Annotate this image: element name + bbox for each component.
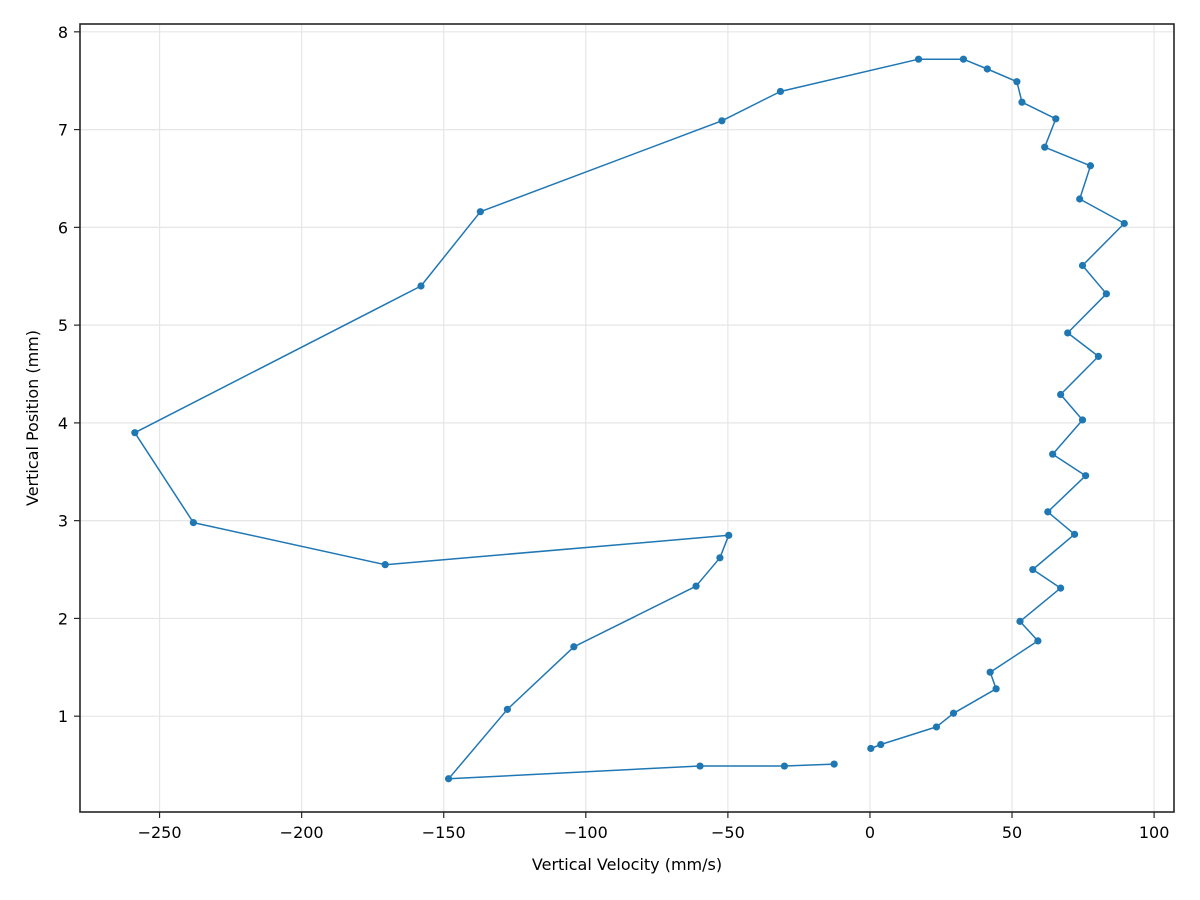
- y-tick-label: 2: [58, 609, 68, 628]
- data-series: [131, 55, 1128, 783]
- data-point-marker: [692, 582, 700, 590]
- data-point-marker: [1070, 530, 1079, 538]
- y-tick-label: 8: [58, 23, 68, 42]
- data-point-marker: [503, 705, 511, 713]
- data-point-marker: [983, 65, 991, 73]
- y-tick-label: 3: [58, 512, 68, 531]
- data-point-marker: [381, 561, 389, 569]
- data-point-marker: [417, 282, 425, 290]
- data-point-marker: [1082, 472, 1090, 480]
- data-point-marker: [1041, 143, 1049, 151]
- y-tick-label: 1: [58, 707, 68, 726]
- data-point-marker: [959, 55, 968, 63]
- x-tick-label: −100: [564, 823, 608, 842]
- data-point-marker: [780, 762, 789, 770]
- data-point-marker: [1018, 98, 1026, 106]
- data-point-marker: [1044, 508, 1052, 516]
- data-point-marker: [725, 531, 733, 539]
- x-tick-label: −250: [138, 823, 182, 842]
- trajectory-line: [134, 58, 1126, 780]
- data-point-marker: [696, 762, 704, 770]
- y-axis-ticks: 1 2 3 4 5 6 7 8: [58, 23, 80, 726]
- data-point-marker: [1013, 78, 1021, 86]
- data-point-marker: [131, 429, 139, 437]
- data-point-marker: [986, 668, 994, 676]
- x-tick-label: 0: [865, 823, 875, 842]
- y-axis-label: Vertical Position (mm): [23, 330, 42, 506]
- y-tick-label: 4: [58, 414, 68, 433]
- data-point-marker: [830, 760, 838, 768]
- data-point-marker: [718, 117, 726, 125]
- x-tick-label: 50: [1002, 823, 1022, 842]
- data-point-marker: [1064, 329, 1072, 337]
- data-point-marker: [932, 723, 941, 731]
- data-point-marker: [949, 709, 958, 717]
- x-tick-label: 100: [1139, 823, 1170, 842]
- x-axis-label: Vertical Velocity (mm/s): [532, 855, 722, 874]
- data-point-marker: [476, 208, 484, 216]
- grid-lines: [80, 24, 1174, 812]
- data-point-marker: [570, 643, 578, 651]
- data-point-marker: [189, 519, 197, 527]
- data-point-marker: [1078, 416, 1087, 424]
- data-point-marker: [992, 685, 1000, 693]
- data-point-marker: [1094, 352, 1103, 361]
- data-point-marker: [877, 740, 885, 749]
- data-point-marker: [1076, 195, 1084, 203]
- data-point-marker: [1086, 162, 1095, 170]
- x-tick-label: −200: [280, 823, 324, 842]
- data-point-marker: [1016, 617, 1024, 625]
- data-point-marker: [1102, 290, 1110, 298]
- y-tick-label: 7: [58, 121, 68, 140]
- y-tick-label: 5: [58, 316, 68, 335]
- data-point-marker: [776, 87, 785, 96]
- x-tick-label: −150: [422, 823, 466, 842]
- y-tick-label: 6: [58, 218, 68, 237]
- data-point-marker: [914, 55, 923, 63]
- data-point-marker: [1078, 261, 1087, 270]
- data-point-marker: [1057, 584, 1065, 592]
- data-point-marker: [1034, 637, 1042, 645]
- data-point-marker: [867, 744, 875, 753]
- data-point-marker: [444, 775, 453, 783]
- data-point-marker: [1049, 450, 1057, 458]
- x-axis-ticks: −250 −200 −150 −100 −50 0 50 100: [138, 812, 1170, 842]
- data-point-marker: [1120, 219, 1128, 228]
- data-point-marker: [1029, 565, 1037, 574]
- x-tick-label: −50: [711, 823, 745, 842]
- data-point-marker: [716, 554, 724, 562]
- data-point-marker: [1057, 390, 1065, 399]
- plot-frame: [79, 23, 1175, 813]
- data-point-marker: [1052, 115, 1060, 123]
